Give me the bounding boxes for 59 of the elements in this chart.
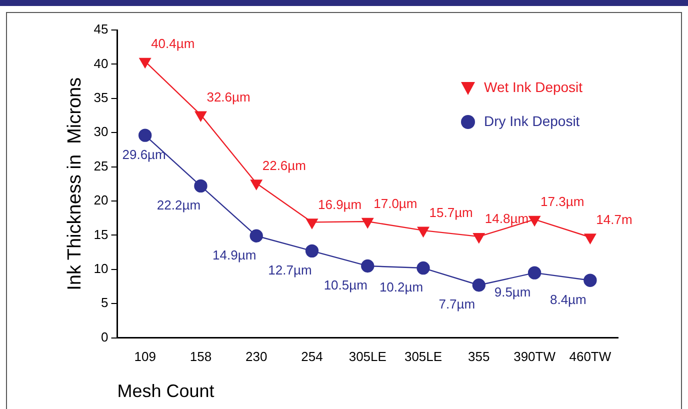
legend-label: Wet Ink Deposit bbox=[484, 78, 583, 95]
point bbox=[361, 259, 374, 273]
point bbox=[306, 218, 318, 229]
x-tick-label: 305LE bbox=[348, 349, 387, 364]
data-label: 14.8µm bbox=[484, 211, 529, 226]
data-label: 22.6µm bbox=[262, 158, 306, 173]
data-label: 9.5µm bbox=[494, 284, 531, 300]
point bbox=[250, 229, 263, 242]
x-tick-label: 390TW bbox=[514, 349, 556, 364]
data-label: 40.4µm bbox=[151, 36, 195, 52]
x-tick-label: 230 bbox=[246, 349, 268, 364]
point bbox=[416, 261, 430, 275]
x-tick-label: 254 bbox=[301, 349, 323, 364]
point bbox=[584, 234, 596, 244]
y-axis-title: Ink Thickness in Microns bbox=[64, 77, 86, 290]
point bbox=[528, 266, 542, 280]
x-tick-label: 355 bbox=[468, 349, 490, 364]
y-tick-label: 10 bbox=[94, 260, 108, 276]
point bbox=[473, 232, 485, 244]
data-label: 29.6µm bbox=[122, 146, 166, 162]
point bbox=[528, 216, 540, 226]
data-label: 15.7µm bbox=[429, 204, 473, 220]
data-label: 32.6µm bbox=[206, 89, 250, 104]
data-label: 10.5µm bbox=[324, 278, 368, 293]
legend-label: Dry Ink Deposit bbox=[484, 112, 580, 129]
data-label: 17.3µm bbox=[540, 194, 584, 210]
point bbox=[194, 111, 207, 122]
y-tick-label: 30 bbox=[94, 124, 108, 140]
x-axis-title: Mesh Count bbox=[117, 381, 214, 402]
data-label: 12.7µm bbox=[268, 262, 312, 278]
data-label: 16.9µm bbox=[318, 196, 362, 212]
x-tick-label: 109 bbox=[134, 349, 156, 364]
data-label: 7.7µm bbox=[438, 296, 476, 312]
y-tick-label: 5 bbox=[101, 295, 108, 310]
data-label: 10.2µm bbox=[379, 280, 424, 295]
point bbox=[138, 128, 152, 142]
point bbox=[417, 226, 430, 238]
point bbox=[250, 180, 262, 190]
point bbox=[362, 218, 374, 228]
y-tick-label: 35 bbox=[94, 90, 108, 105]
data-label: 8.4µm bbox=[550, 292, 586, 307]
point bbox=[194, 179, 208, 193]
data-label: 14.7m bbox=[596, 212, 632, 227]
point bbox=[584, 274, 597, 287]
x-tick-label: 460TW bbox=[569, 349, 612, 364]
y-tick-label: 20 bbox=[94, 192, 108, 208]
y-tick-label: 45 bbox=[94, 22, 108, 37]
y-tick-label: 25 bbox=[94, 158, 108, 174]
x-tick-label: 305LE bbox=[404, 349, 442, 364]
point bbox=[472, 278, 486, 292]
x-tick-label: 158 bbox=[190, 349, 212, 364]
data-label: 14.9µm bbox=[212, 247, 256, 262]
y-tick-label: 0 bbox=[101, 329, 108, 344]
y-tick-label: 15 bbox=[94, 226, 108, 242]
point bbox=[305, 244, 319, 258]
point bbox=[139, 58, 151, 68]
data-label: 17.0µm bbox=[374, 196, 418, 212]
y-tick-label: 40 bbox=[94, 56, 108, 71]
data-label: 22.2µm bbox=[156, 198, 201, 213]
